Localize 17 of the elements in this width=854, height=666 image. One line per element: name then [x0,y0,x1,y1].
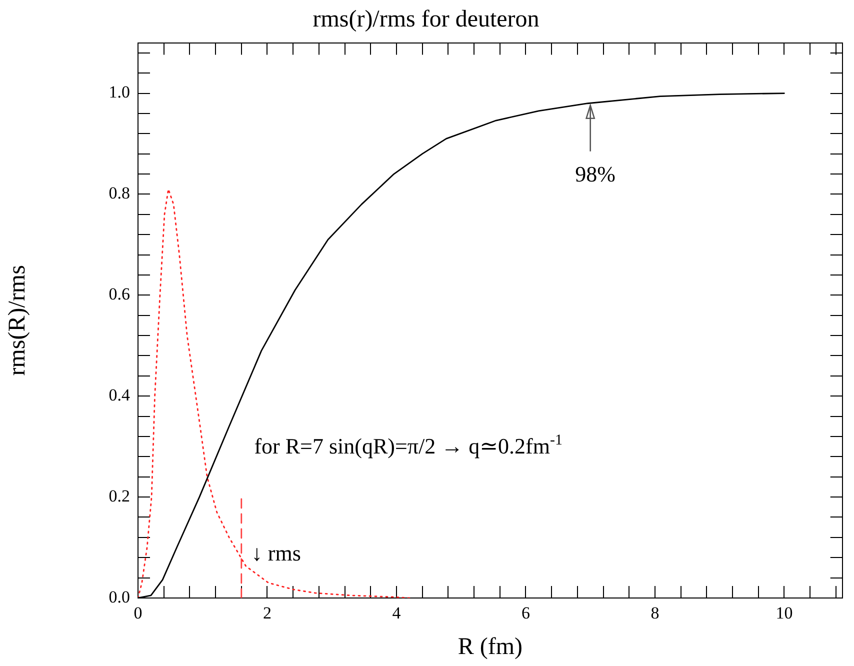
x-tick-label: 10 [776,604,793,623]
x-tick-label: 4 [392,604,402,623]
y-tick-label: 1.0 [108,82,130,102]
y-tick-label: 0.4 [108,386,130,405]
y-tick-label: 0.2 [108,486,130,506]
y-tick-label: 0.0 [108,587,130,606]
y-tick-label: 0.6 [108,284,130,304]
y-axis-title: rms(R)/rms [4,265,31,376]
annotation: ↓ rms [251,540,301,566]
x-tick-label: 0 [134,604,142,623]
chart-title: rms(r)/rms for deuteron [312,6,540,33]
annotation: 98% [575,161,616,186]
y-tick-label: 0.8 [108,184,130,203]
x-tick-label: 2 [262,604,272,623]
x-tick-label: 6 [521,604,530,623]
x-axis-title: R (fm) [458,634,523,660]
x-tick-label: 8 [650,604,660,623]
